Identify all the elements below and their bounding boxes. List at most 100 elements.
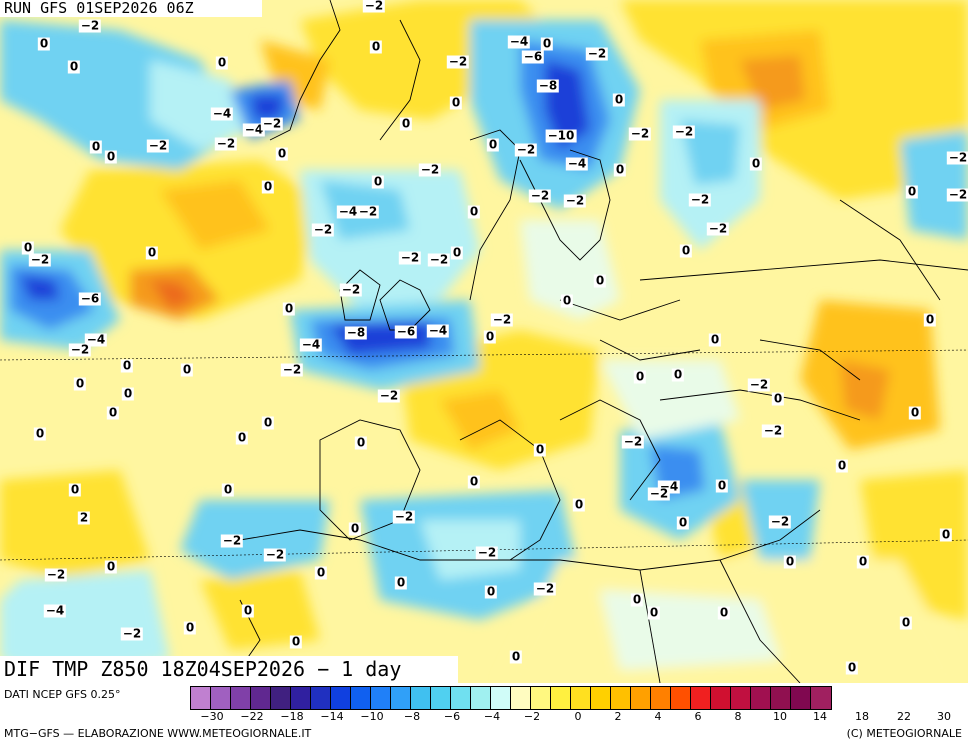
temperature-anomaly-map: −2 0 0 −2 0 0 −4 −4 −2 −2 −2 0 0 0 0 0 0 −2 −4 0 −6 −2 −8 0 −10−… xyxy=(0,0,968,683)
credit-left: MTG−GFS — ELABORAZIONE WWW.METEOGIORNALE… xyxy=(4,727,312,740)
anomaly-value-label: −2 xyxy=(356,204,380,219)
anomaly-value-label: −2 xyxy=(628,126,652,141)
anomaly-value-label: 0 xyxy=(560,293,574,308)
anomaly-value-label: 0 xyxy=(467,474,481,489)
anomaly-value-label: −2 xyxy=(377,388,401,403)
anomaly-value-label: −2 xyxy=(533,581,557,596)
anomaly-value-label: 0 xyxy=(394,575,408,590)
anomaly-value-label: 0 xyxy=(717,605,731,620)
anomaly-value-label: 0 xyxy=(180,362,194,377)
anomaly-value-label: −2 xyxy=(146,138,170,153)
anomaly-value-label: 0 xyxy=(68,482,82,497)
color-scale-tick-label: −2 xyxy=(523,710,541,723)
anomaly-value-label: −2 xyxy=(311,222,335,237)
anomaly-value-label: −4 xyxy=(242,122,266,137)
anomaly-value-label: −4 xyxy=(336,204,360,219)
anomaly-value-label: −2 xyxy=(446,54,470,69)
anomaly-value-label: −2 xyxy=(362,0,386,13)
color-scale-cell xyxy=(271,687,291,709)
anomaly-value-label: 0 xyxy=(676,515,690,530)
anomaly-value-label: 0 xyxy=(771,391,785,406)
anomaly-value-label: −2 xyxy=(260,116,284,131)
color-scale-cell xyxy=(311,687,331,709)
anomaly-value-label: 0 xyxy=(856,554,870,569)
color-scale-cell xyxy=(511,687,531,709)
color-scale-cell xyxy=(791,687,811,709)
anomaly-value-label: 0 xyxy=(905,184,919,199)
anomaly-value-label: −8 xyxy=(344,325,368,340)
anomaly-value-label: 0 xyxy=(399,116,413,131)
anomaly-value-label: −2 xyxy=(475,545,499,560)
anomaly-value-label: −2 xyxy=(647,486,671,501)
anomaly-value-label: 0 xyxy=(679,243,693,258)
anomaly-value-label: −2 xyxy=(621,434,645,449)
anomaly-value-label: 0 xyxy=(235,430,249,445)
anomaly-value-label: −2 xyxy=(398,250,422,265)
color-scale-tick-label: 14 xyxy=(813,710,827,723)
color-scale-tick-label: 2 xyxy=(614,710,622,723)
anomaly-value-label: −2 xyxy=(747,377,771,392)
color-scale-cell xyxy=(371,687,391,709)
anomaly-field xyxy=(0,0,968,683)
color-scale-cell xyxy=(411,687,431,709)
anomaly-value-label: 0 xyxy=(261,179,275,194)
color-scale-cell xyxy=(671,687,691,709)
anomaly-value-label: 0 xyxy=(923,312,937,327)
anomaly-value-label: 0 xyxy=(120,358,134,373)
anomaly-value-label: −2 xyxy=(528,188,552,203)
anomaly-value-label: −2 xyxy=(392,509,416,524)
anomaly-value-label: 0 xyxy=(106,405,120,420)
anomaly-value-label: −2 xyxy=(706,221,730,236)
anomaly-value-label: 0 xyxy=(121,386,135,401)
anomaly-value-label: 0 xyxy=(671,367,685,382)
anomaly-value-label: 0 xyxy=(241,603,255,618)
anomaly-value-label: −2 xyxy=(761,423,785,438)
anomaly-value-label: −2 xyxy=(427,252,451,267)
color-scale-tick-label: −6 xyxy=(443,710,461,723)
anomaly-value-label: −2 xyxy=(490,312,514,327)
anomaly-value-label: 0 xyxy=(749,156,763,171)
color-scale-tick-label: −22 xyxy=(240,710,264,723)
anomaly-value-label: −6 xyxy=(78,291,102,306)
color-scale-tick-label: 22 xyxy=(897,710,911,723)
anomaly-value-label: 0 xyxy=(533,442,547,457)
color-scale-cell xyxy=(431,687,451,709)
anomaly-value-label: 0 xyxy=(73,376,87,391)
color-scale-cell xyxy=(331,687,351,709)
anomaly-value-label: 0 xyxy=(486,137,500,152)
anomaly-value-label: 0 xyxy=(715,478,729,493)
color-scale-cell xyxy=(571,687,591,709)
color-scale-cell xyxy=(211,687,231,709)
color-scale-bar xyxy=(190,686,832,710)
color-scale-cell xyxy=(631,687,651,709)
anomaly-value-label: 0 xyxy=(21,240,35,255)
color-scale-tick-label: 18 xyxy=(855,710,869,723)
color-scale-cell xyxy=(651,687,671,709)
anomaly-value-label: 0 xyxy=(593,273,607,288)
anomaly-value-label: −4 xyxy=(210,106,234,121)
anomaly-value-label: 0 xyxy=(275,146,289,161)
anomaly-value-label: 2 xyxy=(77,510,91,525)
anomaly-value-label: −4 xyxy=(299,337,323,352)
anomaly-value-label: 0 xyxy=(630,592,644,607)
anomaly-value-label: 0 xyxy=(540,36,554,51)
map-canvas xyxy=(0,0,968,683)
anomaly-value-label: 0 xyxy=(369,39,383,54)
color-scale-tick-label: 30 xyxy=(937,710,951,723)
anomaly-value-label: −2 xyxy=(263,547,287,562)
anomaly-value-label: 0 xyxy=(215,55,229,70)
color-scale-tick-label: 8 xyxy=(734,710,742,723)
color-scale-cell xyxy=(591,687,611,709)
anomaly-value-label: −2 xyxy=(563,193,587,208)
color-scale-tick-label: 6 xyxy=(694,710,702,723)
anomaly-value-label: 0 xyxy=(484,584,498,599)
anomaly-value-label: −2 xyxy=(946,187,968,202)
anomaly-value-label: −2 xyxy=(214,136,238,151)
color-scale-tick-label: 10 xyxy=(773,710,787,723)
anomaly-value-label: −2 xyxy=(220,533,244,548)
anomaly-value-label: 0 xyxy=(371,174,385,189)
anomaly-value-label: −4 xyxy=(426,323,450,338)
variable-title: DIF TMP Z850 18Z04SEP2026 − 1 day xyxy=(0,656,458,683)
color-scale-tick-label: −18 xyxy=(280,710,304,723)
color-scale-cell xyxy=(251,687,271,709)
